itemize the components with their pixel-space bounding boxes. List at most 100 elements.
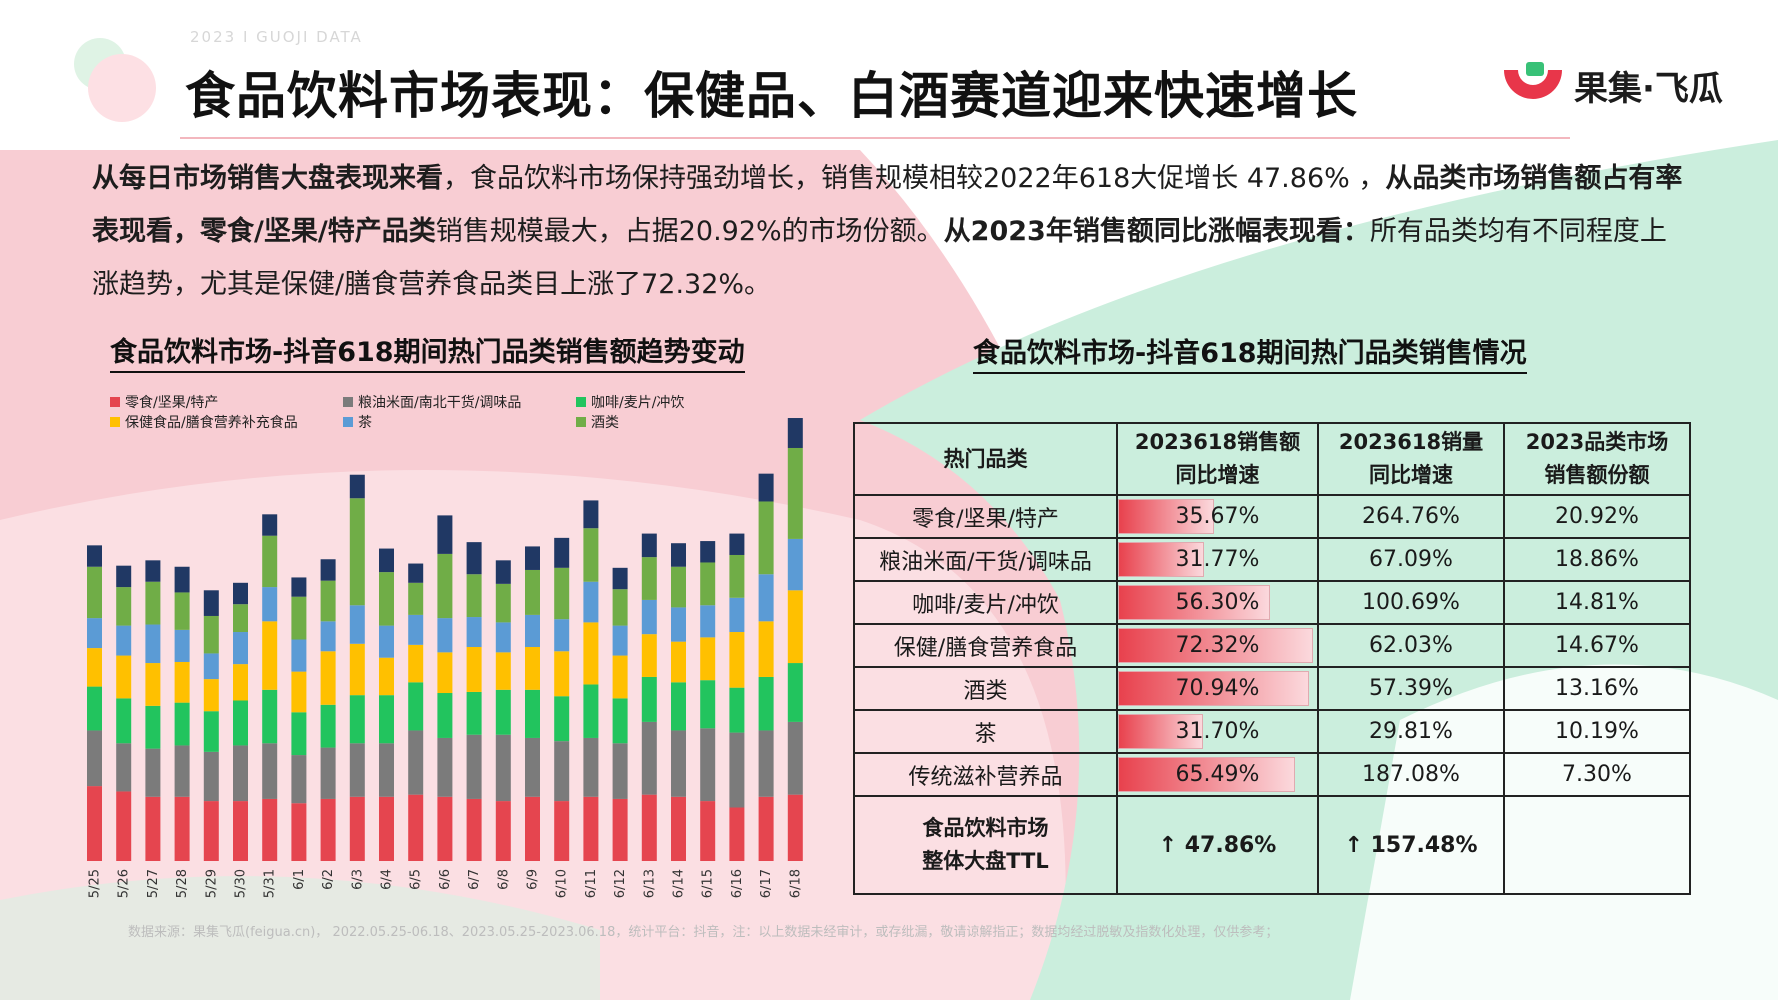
sales-growth-value: 35.67% [1175, 504, 1260, 529]
bar-segment-3 [174, 702, 190, 746]
bar-segment-2 [729, 732, 745, 808]
x-tick-label: 5/29 [204, 869, 219, 898]
bar-segment-4 [758, 621, 774, 677]
bar-segment-3 [466, 691, 482, 735]
bar-segment-4 [145, 663, 161, 706]
category-sales-table: 热门品类 2023618销售额 同比增速 2023618销量 同比增速 2023品类… [853, 422, 1691, 895]
total-label-line: 食品饮料市场 [922, 816, 1049, 840]
bar-segment-1 [758, 796, 774, 861]
bar-segment-5 [525, 614, 540, 647]
header-line: 销售额份额 [1544, 463, 1650, 487]
row-share: 20.92% [1503, 494, 1691, 539]
x-tick-label: 6/10 [555, 869, 570, 898]
bar-segment-5 [379, 625, 394, 658]
bar-segment-6 [320, 580, 336, 622]
intro-bold-2: 从品类市场销售额占有率表现看，零食/坚果/特产品类 [92, 163, 1683, 247]
row-sales-growth: 35.67% [1116, 494, 1319, 539]
bar-segment-2 [525, 737, 540, 797]
legend-item-grain: 粮油米面/南北干货/调味品 [343, 392, 521, 412]
bar-segment-3 [495, 689, 511, 735]
bar-segment-4 [495, 652, 511, 690]
intro-bold-3: 从2023年销售额同比涨幅表现看： [943, 216, 1370, 247]
bar-segment-3 [291, 712, 307, 756]
bar-segment-1 [262, 798, 278, 861]
row-volume-growth: 57.39% [1317, 666, 1505, 711]
bar-segment-1 [525, 796, 540, 861]
row-category: 酒类 [853, 666, 1118, 711]
bar-segment-6 [612, 589, 628, 626]
header-line: 2023618销售额 [1134, 430, 1301, 454]
bar-segment-2 [758, 730, 774, 797]
bar-segment-1 [379, 796, 394, 861]
bar-segment-7 [612, 567, 628, 590]
x-tick-label: 6/1 [292, 869, 307, 890]
bar-segment-6 [700, 562, 716, 606]
bar-segment-6 [583, 528, 599, 582]
bar-segment-3 [583, 684, 599, 738]
intro-text-2: 销售规模最大，占据20.92%的市场份额。 [435, 216, 944, 247]
bar-segment-5 [554, 619, 570, 652]
top-tag: 2023 I GUOJI DATA [190, 28, 363, 46]
bar-segment-3 [203, 711, 219, 752]
x-tick-label: 6/9 [526, 869, 541, 890]
row-category: 咖啡/麦片/冲饮 [853, 580, 1118, 625]
bar-segment-2 [262, 743, 278, 799]
bar-segment-3 [320, 704, 336, 748]
bar-segment-5 [495, 622, 511, 653]
bar-segment-5 [87, 618, 102, 649]
bar-segment-2 [291, 755, 307, 804]
sales-growth-value: 31.70% [1175, 719, 1260, 744]
page-title: 食品饮料市场表现：保健品、白酒赛道迎来快速增长 [185, 67, 1358, 125]
bar-segment-2 [700, 728, 716, 802]
bar-segment-2 [174, 745, 190, 797]
x-tick-label: 5/31 [263, 869, 278, 898]
bar-segment-1 [437, 796, 453, 861]
bar-segment-4 [554, 651, 570, 697]
stacked-bar-chart: 5/25 5/26 5/27 5/28 5/29 5/30 5/31 6/1 6/2 6/3 6/4… [87, 418, 803, 898]
bar-segment-3 [612, 698, 628, 744]
legend-item-health: 保健食品/膳食营养补充食品 [110, 412, 298, 432]
bar-segment-1 [641, 794, 657, 861]
total-volume-growth: ↑ 157.48% [1317, 795, 1505, 895]
x-tick-label: 6/5 [409, 869, 424, 890]
bar-segment-5 [116, 625, 132, 656]
bar-segment-2 [612, 743, 628, 799]
x-tick-label: 6/12 [613, 869, 628, 898]
bar-segment-3 [233, 700, 248, 746]
bar-segment-5 [437, 618, 453, 653]
bar-segment-7 [787, 418, 803, 448]
bar-segment-6 [525, 569, 540, 615]
bar-segment-7 [174, 566, 190, 593]
bar-segment-2 [495, 734, 511, 802]
legend-swatch [343, 417, 353, 427]
bar-segment-4 [437, 652, 453, 694]
bar-segment-3 [700, 680, 716, 729]
header-line: 同比增速 [1175, 463, 1260, 487]
legend-label: 咖啡/麦片/冲饮 [591, 395, 685, 411]
bar-segment-4 [320, 651, 336, 705]
x-tick-label: 5/27 [146, 869, 161, 898]
bar-segment-5 [203, 653, 219, 680]
sales-growth-bar [1119, 757, 1295, 792]
title-divider [180, 137, 1570, 139]
bar-segment-7 [262, 514, 278, 536]
bar-segment-3 [671, 682, 686, 731]
bar-segment-4 [612, 655, 628, 699]
row-volume-growth: 29.81% [1317, 709, 1505, 754]
row-volume-growth: 187.08% [1317, 752, 1505, 797]
bar-segment-3 [116, 698, 132, 744]
row-sales-growth: 70.94% [1116, 666, 1319, 711]
bar-segment-4 [787, 590, 803, 664]
data-source-footnote: 数据来源：果集飞瓜(feigua.cn)， 2022.05.25-06.18、2… [128, 925, 1279, 940]
bar-segment-1 [408, 794, 424, 861]
bar-segment-2 [408, 730, 424, 795]
intro-text-1: ，食品饮料市场保持强劲增长，销售规模相较2022年618大促增长 47.86% … [443, 163, 1386, 194]
bar-segment-6 [758, 501, 774, 575]
bar-segment-6 [291, 596, 307, 640]
bar-segment-2 [233, 745, 248, 802]
row-category: 传统滋补营养品 [853, 752, 1118, 797]
bar-segment-7 [408, 563, 424, 583]
bar-segment-7 [437, 515, 453, 554]
bar-segment-1 [320, 798, 336, 861]
row-category: 茶 [853, 709, 1118, 754]
